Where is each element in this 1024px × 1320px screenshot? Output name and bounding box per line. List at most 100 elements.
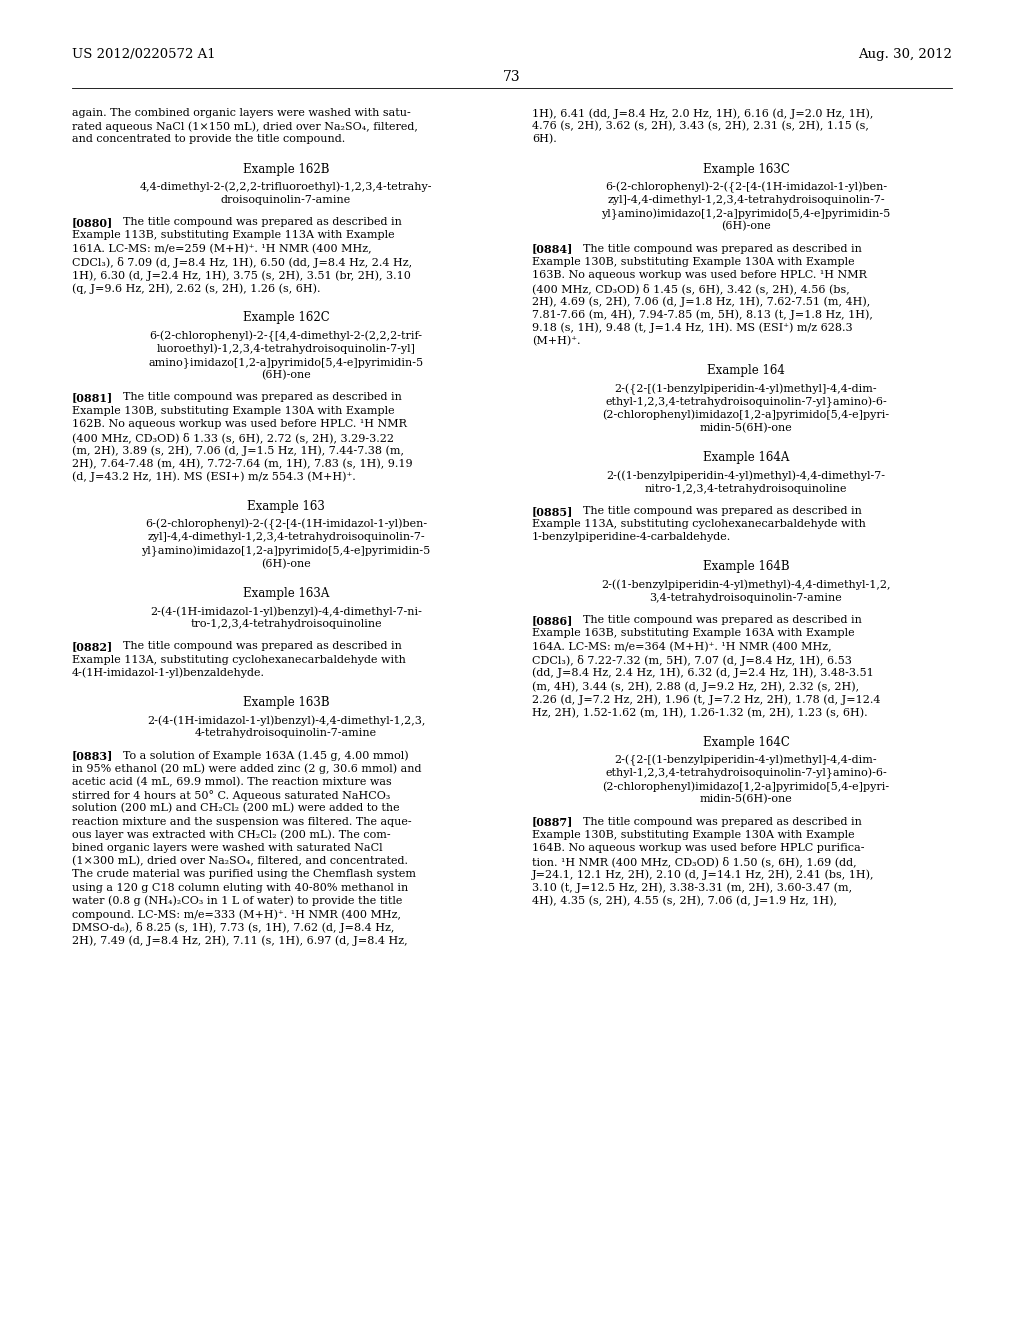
Text: (6H)-one: (6H)-one: [721, 222, 771, 232]
Text: Example 113A, substituting cyclohexanecarbaldehyde with: Example 113A, substituting cyclohexaneca…: [532, 519, 866, 529]
Text: 4-tetrahydroisoquinolin-7-amine: 4-tetrahydroisoquinolin-7-amine: [195, 729, 377, 738]
Text: 2-(4-(1H-imidazol-1-yl)benzyl)-4,4-dimethyl-7-ni-: 2-(4-(1H-imidazol-1-yl)benzyl)-4,4-dimet…: [151, 606, 422, 616]
Text: [0884]: [0884]: [532, 244, 573, 255]
Text: 3.10 (t, J=12.5 Hz, 2H), 3.38-3.31 (m, 2H), 3.60-3.47 (m,: 3.10 (t, J=12.5 Hz, 2H), 3.38-3.31 (m, 2…: [532, 883, 852, 894]
Text: Hz, 2H), 1.52-1.62 (m, 1H), 1.26-1.32 (m, 2H), 1.23 (s, 6H).: Hz, 2H), 1.52-1.62 (m, 1H), 1.26-1.32 (m…: [532, 708, 867, 718]
Text: midin-5(6H)-one: midin-5(6H)-one: [699, 795, 793, 805]
Text: ethyl-1,2,3,4-tetrahydroisoquinolin-7-yl}amino)-6-: ethyl-1,2,3,4-tetrahydroisoquinolin-7-yl…: [605, 768, 887, 779]
Text: 2-((1-benzylpiperidin-4-yl)methyl)-4,4-dimethyl-7-: 2-((1-benzylpiperidin-4-yl)methyl)-4,4-d…: [606, 470, 886, 480]
Text: 73: 73: [503, 70, 521, 84]
Text: The title compound was prepared as described in: The title compound was prepared as descr…: [583, 506, 861, 516]
Text: solution (200 mL) and CH₂Cl₂ (200 mL) were added to the: solution (200 mL) and CH₂Cl₂ (200 mL) we…: [72, 804, 399, 813]
Text: To a solution of Example 163A (1.45 g, 4.00 mmol): To a solution of Example 163A (1.45 g, 4…: [123, 751, 409, 762]
Text: 2-((1-benzylpiperidin-4-yl)methyl)-4,4-dimethyl-1,2,: 2-((1-benzylpiperidin-4-yl)methyl)-4,4-d…: [601, 579, 891, 590]
Text: The title compound was prepared as described in: The title compound was prepared as descr…: [123, 642, 401, 651]
Text: 164B. No aqueous workup was used before HPLC purifica-: 164B. No aqueous workup was used before …: [532, 843, 864, 853]
Text: Example 130B, substituting Example 130A with Example: Example 130B, substituting Example 130A …: [532, 257, 855, 267]
Text: CDCl₃), δ 7.22-7.32 (m, 5H), 7.07 (d, J=8.4 Hz, 1H), 6.53: CDCl₃), δ 7.22-7.32 (m, 5H), 7.07 (d, J=…: [532, 655, 852, 665]
Text: Example 163A: Example 163A: [243, 587, 329, 599]
Text: yl}amino)imidazo[1,2-a]pyrimido[5,4-e]pyrimidin-5: yl}amino)imidazo[1,2-a]pyrimido[5,4-e]py…: [141, 545, 431, 557]
Text: Example 163: Example 163: [247, 500, 325, 512]
Text: stirred for 4 hours at 50° C. Aqueous saturated NaHCO₃: stirred for 4 hours at 50° C. Aqueous sa…: [72, 791, 390, 801]
Text: 7.81-7.66 (m, 4H), 7.94-7.85 (m, 5H), 8.13 (t, J=1.8 Hz, 1H),: 7.81-7.66 (m, 4H), 7.94-7.85 (m, 5H), 8.…: [532, 310, 872, 321]
Text: J=24.1, 12.1 Hz, 2H), 2.10 (d, J=14.1 Hz, 2H), 2.41 (bs, 1H),: J=24.1, 12.1 Hz, 2H), 2.10 (d, J=14.1 Hz…: [532, 870, 874, 880]
Text: and concentrated to provide the title compound.: and concentrated to provide the title co…: [72, 135, 345, 144]
Text: 1H), 6.41 (dd, J=8.4 Hz, 2.0 Hz, 1H), 6.16 (d, J=2.0 Hz, 1H),: 1H), 6.41 (dd, J=8.4 Hz, 2.0 Hz, 1H), 6.…: [532, 108, 873, 119]
Text: 2H), 7.64-7.48 (m, 4H), 7.72-7.64 (m, 1H), 7.83 (s, 1H), 9.19: 2H), 7.64-7.48 (m, 4H), 7.72-7.64 (m, 1H…: [72, 458, 413, 469]
Text: (q, J=9.6 Hz, 2H), 2.62 (s, 2H), 1.26 (s, 6H).: (q, J=9.6 Hz, 2H), 2.62 (s, 2H), 1.26 (s…: [72, 284, 321, 294]
Text: 2-({2-[(1-benzylpiperidin-4-yl)methyl]-4,4-dim-: 2-({2-[(1-benzylpiperidin-4-yl)methyl]-4…: [614, 383, 878, 395]
Text: Aug. 30, 2012: Aug. 30, 2012: [858, 48, 952, 61]
Text: [0885]: [0885]: [532, 506, 573, 517]
Text: (400 MHz, CD₃OD) δ 1.45 (s, 6H), 3.42 (s, 2H), 4.56 (bs,: (400 MHz, CD₃OD) δ 1.45 (s, 6H), 3.42 (s…: [532, 284, 850, 294]
Text: tro-1,2,3,4-tetrahydroisoquinoline: tro-1,2,3,4-tetrahydroisoquinoline: [190, 619, 382, 630]
Text: acetic acid (4 mL, 69.9 mmol). The reaction mixture was: acetic acid (4 mL, 69.9 mmol). The react…: [72, 777, 392, 787]
Text: 2.26 (d, J=7.2 Hz, 2H), 1.96 (t, J=7.2 Hz, 2H), 1.78 (d, J=12.4: 2.26 (d, J=7.2 Hz, 2H), 1.96 (t, J=7.2 H…: [532, 694, 881, 705]
Text: midin-5(6H)-one: midin-5(6H)-one: [699, 422, 793, 433]
Text: 6-(2-chlorophenyl)-2-{[4,4-dimethyl-2-(2,2,2-trif-: 6-(2-chlorophenyl)-2-{[4,4-dimethyl-2-(2…: [150, 330, 423, 342]
Text: 163B. No aqueous workup was used before HPLC. ¹H NMR: 163B. No aqueous workup was used before …: [532, 271, 867, 280]
Text: [0882]: [0882]: [72, 642, 114, 652]
Text: droisoquinolin-7-amine: droisoquinolin-7-amine: [221, 195, 351, 205]
Text: 6-(2-chlorophenyl)-2-({2-[4-(1H-imidazol-1-yl)ben-: 6-(2-chlorophenyl)-2-({2-[4-(1H-imidazol…: [605, 182, 887, 193]
Text: using a 120 g C18 column eluting with 40-80% methanol in: using a 120 g C18 column eluting with 40…: [72, 883, 409, 892]
Text: Example 164: Example 164: [707, 364, 785, 378]
Text: 4H), 4.35 (s, 2H), 4.55 (s, 2H), 7.06 (d, J=1.9 Hz, 1H),: 4H), 4.35 (s, 2H), 4.55 (s, 2H), 7.06 (d…: [532, 896, 837, 907]
Text: (m, 2H), 3.89 (s, 2H), 7.06 (d, J=1.5 Hz, 1H), 7.44-7.38 (m,: (m, 2H), 3.89 (s, 2H), 7.06 (d, J=1.5 Hz…: [72, 445, 404, 455]
Text: 1-benzylpiperidine-4-carbaldehyde.: 1-benzylpiperidine-4-carbaldehyde.: [532, 532, 731, 543]
Text: yl}amino)imidazo[1,2-a]pyrimido[5,4-e]pyrimidin-5: yl}amino)imidazo[1,2-a]pyrimido[5,4-e]py…: [601, 209, 891, 219]
Text: luoroethyl)-1,2,3,4-tetrahydroisoquinolin-7-yl]: luoroethyl)-1,2,3,4-tetrahydroisoquinoli…: [157, 343, 416, 354]
Text: CDCl₃), δ 7.09 (d, J=8.4 Hz, 1H), 6.50 (dd, J=8.4 Hz, 2.4 Hz,: CDCl₃), δ 7.09 (d, J=8.4 Hz, 1H), 6.50 (…: [72, 257, 412, 268]
Text: The title compound was prepared as described in: The title compound was prepared as descr…: [583, 615, 861, 624]
Text: 6H).: 6H).: [532, 135, 557, 145]
Text: DMSO-d₆), δ 8.25 (s, 1H), 7.73 (s, 1H), 7.62 (d, J=8.4 Hz,: DMSO-d₆), δ 8.25 (s, 1H), 7.73 (s, 1H), …: [72, 923, 394, 933]
Text: (2-chlorophenyl)imidazo[1,2-a]pyrimido[5,4-e]pyri-: (2-chlorophenyl)imidazo[1,2-a]pyrimido[5…: [602, 409, 890, 420]
Text: 2H), 4.69 (s, 2H), 7.06 (d, J=1.8 Hz, 1H), 7.62-7.51 (m, 4H),: 2H), 4.69 (s, 2H), 7.06 (d, J=1.8 Hz, 1H…: [532, 297, 870, 308]
Text: [0880]: [0880]: [72, 218, 114, 228]
Text: (2-chlorophenyl)imidazo[1,2-a]pyrimido[5,4-e]pyri-: (2-chlorophenyl)imidazo[1,2-a]pyrimido[5…: [602, 781, 890, 792]
Text: Example 164A: Example 164A: [702, 451, 790, 465]
Text: [0887]: [0887]: [532, 817, 573, 828]
Text: nitro-1,2,3,4-tetrahydroisoquinoline: nitro-1,2,3,4-tetrahydroisoquinoline: [645, 483, 847, 494]
Text: 4.76 (s, 2H), 3.62 (s, 2H), 3.43 (s, 2H), 2.31 (s, 2H), 1.15 (s,: 4.76 (s, 2H), 3.62 (s, 2H), 3.43 (s, 2H)…: [532, 121, 869, 132]
Text: (d, J=43.2 Hz, 1H). MS (ESI+) m/z 554.3 (M+H)⁺.: (d, J=43.2 Hz, 1H). MS (ESI+) m/z 554.3 …: [72, 471, 355, 482]
Text: amino}imidazo[1,2-a]pyrimido[5,4-e]pyrimidin-5: amino}imidazo[1,2-a]pyrimido[5,4-e]pyrim…: [148, 356, 424, 368]
Text: 9.18 (s, 1H), 9.48 (t, J=1.4 Hz, 1H). MS (ESI⁺) m/z 628.3: 9.18 (s, 1H), 9.48 (t, J=1.4 Hz, 1H). MS…: [532, 323, 853, 334]
Text: 6-(2-chlorophenyl)-2-({2-[4-(1H-imidazol-1-yl)ben-: 6-(2-chlorophenyl)-2-({2-[4-(1H-imidazol…: [145, 519, 427, 531]
Text: [0881]: [0881]: [72, 392, 114, 404]
Text: Example 163B, substituting Example 163A with Example: Example 163B, substituting Example 163A …: [532, 628, 855, 638]
Text: bined organic layers were washed with saturated NaCl: bined organic layers were washed with sa…: [72, 843, 383, 853]
Text: [0886]: [0886]: [532, 615, 573, 626]
Text: Example 130B, substituting Example 130A with Example: Example 130B, substituting Example 130A …: [72, 405, 394, 416]
Text: 2-({2-[(1-benzylpiperidin-4-yl)methyl]-4,4-dim-: 2-({2-[(1-benzylpiperidin-4-yl)methyl]-4…: [614, 755, 878, 766]
Text: (400 MHz, CD₃OD) δ 1.33 (s, 6H), 2.72 (s, 2H), 3.29-3.22: (400 MHz, CD₃OD) δ 1.33 (s, 6H), 2.72 (s…: [72, 432, 394, 442]
Text: Example 164C: Example 164C: [702, 735, 790, 748]
Text: (m, 4H), 3.44 (s, 2H), 2.88 (d, J=9.2 Hz, 2H), 2.32 (s, 2H),: (m, 4H), 3.44 (s, 2H), 2.88 (d, J=9.2 Hz…: [532, 681, 859, 692]
Text: 3,4-tetrahydroisoquinolin-7-amine: 3,4-tetrahydroisoquinolin-7-amine: [649, 593, 843, 603]
Text: The title compound was prepared as described in: The title compound was prepared as descr…: [123, 218, 401, 227]
Text: rated aqueous NaCl (1×150 mL), dried over Na₂SO₄, filtered,: rated aqueous NaCl (1×150 mL), dried ove…: [72, 121, 418, 132]
Text: water (0.8 g (NH₄)₂CO₃ in 1 L of water) to provide the title: water (0.8 g (NH₄)₂CO₃ in 1 L of water) …: [72, 896, 402, 907]
Text: tion. ¹H NMR (400 MHz, CD₃OD) δ 1.50 (s, 6H), 1.69 (dd,: tion. ¹H NMR (400 MHz, CD₃OD) δ 1.50 (s,…: [532, 857, 857, 867]
Text: 1H), 6.30 (d, J=2.4 Hz, 1H), 3.75 (s, 2H), 3.51 (br, 2H), 3.10: 1H), 6.30 (d, J=2.4 Hz, 1H), 3.75 (s, 2H…: [72, 271, 411, 281]
Text: Example 163C: Example 163C: [702, 162, 790, 176]
Text: Example 164B: Example 164B: [702, 561, 790, 573]
Text: US 2012/0220572 A1: US 2012/0220572 A1: [72, 48, 216, 61]
Text: 2-(4-(1H-imidazol-1-yl)benzyl)-4,4-dimethyl-1,2,3,: 2-(4-(1H-imidazol-1-yl)benzyl)-4,4-dimet…: [146, 715, 425, 726]
Text: [0883]: [0883]: [72, 751, 114, 762]
Text: reaction mixture and the suspension was filtered. The aque-: reaction mixture and the suspension was …: [72, 817, 412, 826]
Text: The title compound was prepared as described in: The title compound was prepared as descr…: [583, 817, 861, 826]
Text: Example 162B: Example 162B: [243, 162, 330, 176]
Text: compound. LC-MS: m/e=333 (M+H)⁺. ¹H NMR (400 MHz,: compound. LC-MS: m/e=333 (M+H)⁺. ¹H NMR …: [72, 909, 401, 920]
Text: The title compound was prepared as described in: The title compound was prepared as descr…: [123, 392, 401, 403]
Text: The crude material was purified using the Chemflash system: The crude material was purified using th…: [72, 870, 416, 879]
Text: in 95% ethanol (20 mL) were added zinc (2 g, 30.6 mmol) and: in 95% ethanol (20 mL) were added zinc (…: [72, 764, 422, 775]
Text: (6H)-one: (6H)-one: [261, 370, 311, 380]
Text: 161A. LC-MS: m/e=259 (M+H)⁺. ¹H NMR (400 MHz,: 161A. LC-MS: m/e=259 (M+H)⁺. ¹H NMR (400…: [72, 244, 372, 253]
Text: Example 162C: Example 162C: [243, 312, 330, 325]
Text: 2H), 7.49 (d, J=8.4 Hz, 2H), 7.11 (s, 1H), 6.97 (d, J=8.4 Hz,: 2H), 7.49 (d, J=8.4 Hz, 2H), 7.11 (s, 1H…: [72, 936, 408, 946]
Text: The title compound was prepared as described in: The title compound was prepared as descr…: [583, 244, 861, 253]
Text: Example 113B, substituting Example 113A with Example: Example 113B, substituting Example 113A …: [72, 231, 394, 240]
Text: 164A. LC-MS: m/e=364 (M+H)⁺. ¹H NMR (400 MHz,: 164A. LC-MS: m/e=364 (M+H)⁺. ¹H NMR (400…: [532, 642, 831, 652]
Text: 162B. No aqueous workup was used before HPLC. ¹H NMR: 162B. No aqueous workup was used before …: [72, 418, 407, 429]
